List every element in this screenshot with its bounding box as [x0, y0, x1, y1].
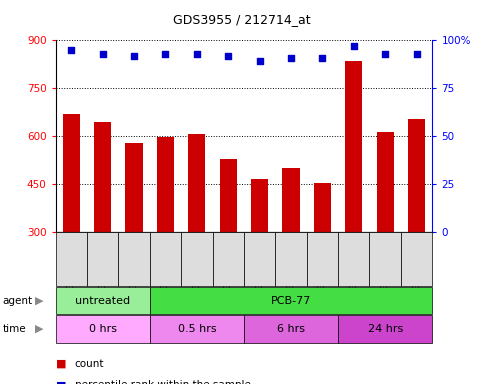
- Text: ■: ■: [56, 359, 66, 369]
- Point: [256, 58, 264, 65]
- Bar: [188, 134, 205, 232]
- Text: ▶: ▶: [35, 324, 44, 334]
- Text: count: count: [75, 359, 104, 369]
- Text: ▶: ▶: [35, 296, 44, 306]
- Bar: [345, 61, 362, 232]
- Point: [287, 55, 295, 61]
- Bar: [94, 122, 111, 232]
- Text: percentile rank within the sample: percentile rank within the sample: [75, 380, 251, 384]
- Text: time: time: [2, 324, 26, 334]
- Bar: [377, 131, 394, 232]
- Point: [161, 51, 170, 57]
- Point: [193, 51, 201, 57]
- Point: [68, 47, 75, 53]
- Bar: [220, 159, 237, 232]
- Point: [319, 55, 327, 61]
- Text: GDS3955 / 212714_at: GDS3955 / 212714_at: [173, 13, 310, 26]
- Bar: [283, 168, 299, 232]
- Point: [130, 53, 138, 59]
- Text: 0.5 hrs: 0.5 hrs: [178, 324, 216, 334]
- Bar: [63, 114, 80, 232]
- Text: agent: agent: [2, 296, 32, 306]
- Bar: [314, 183, 331, 232]
- Point: [350, 43, 357, 49]
- Point: [224, 53, 232, 59]
- Point: [99, 51, 107, 57]
- Bar: [157, 137, 174, 232]
- Point: [412, 51, 420, 57]
- Bar: [408, 119, 425, 232]
- Text: untreated: untreated: [75, 296, 130, 306]
- Point: [382, 51, 389, 57]
- Bar: [126, 143, 142, 232]
- Text: 0 hrs: 0 hrs: [89, 324, 116, 334]
- Text: ■: ■: [56, 380, 66, 384]
- Text: 24 hrs: 24 hrs: [368, 324, 403, 334]
- Bar: [251, 179, 268, 232]
- Text: 6 hrs: 6 hrs: [277, 324, 305, 334]
- Text: PCB-77: PCB-77: [271, 296, 311, 306]
